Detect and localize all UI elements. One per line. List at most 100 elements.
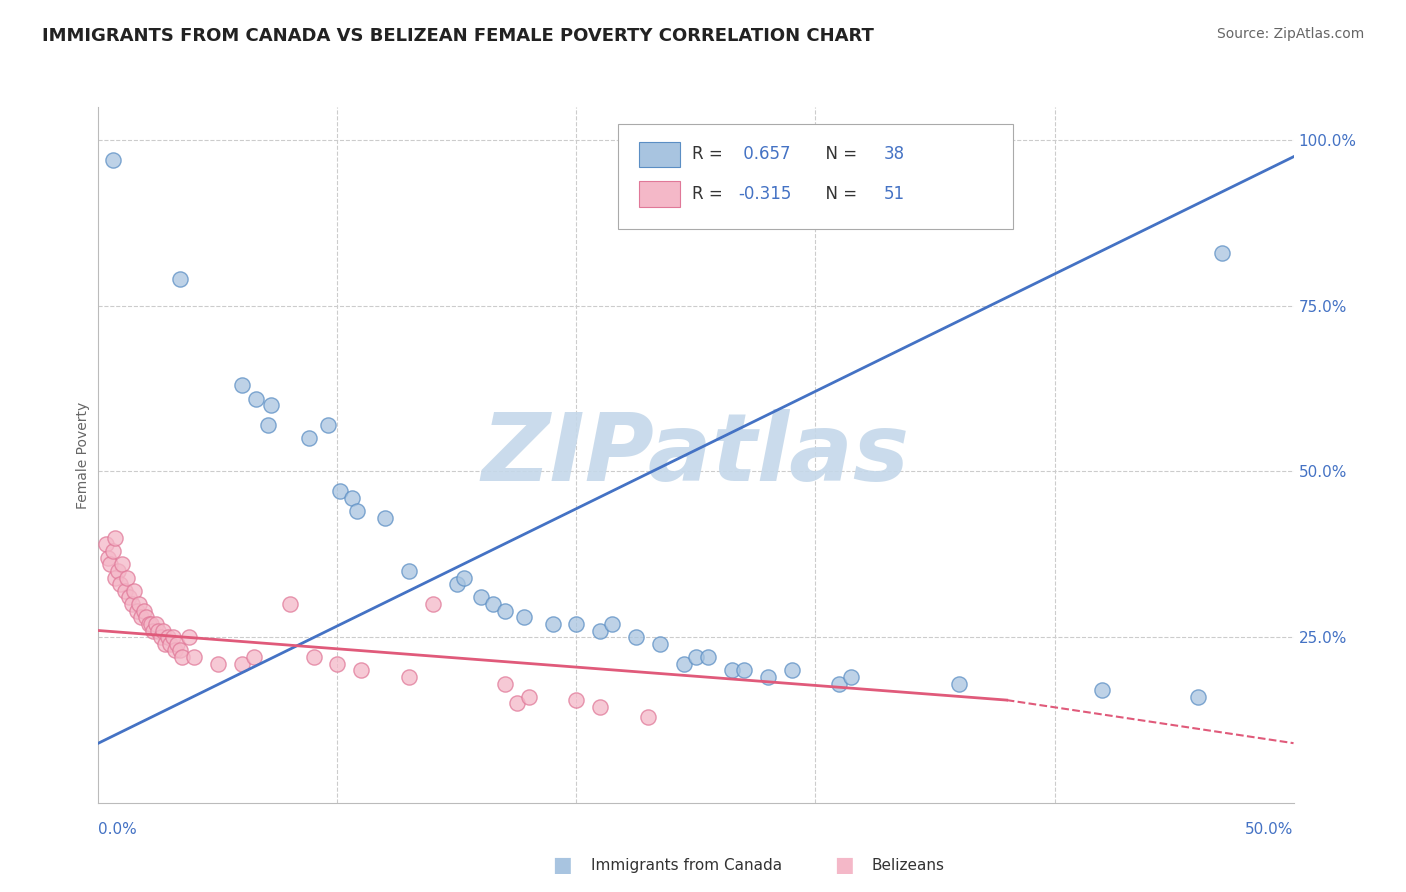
Point: [179, 630, 201, 644]
Point: [422, 597, 444, 611]
Text: 51: 51: [883, 185, 904, 203]
Y-axis label: Female Poverty: Female Poverty: [76, 401, 90, 508]
Point: [94, 537, 117, 551]
Text: R =: R =: [692, 185, 728, 203]
Point: [494, 676, 516, 690]
Point: [162, 630, 184, 644]
FancyBboxPatch shape: [619, 124, 1012, 229]
Point: [163, 643, 186, 657]
Point: [231, 657, 253, 671]
Point: [108, 577, 131, 591]
Text: Belizeans: Belizeans: [872, 858, 945, 872]
Point: [828, 676, 851, 690]
Point: [131, 610, 153, 624]
Text: Source: ZipAtlas.com: Source: ZipAtlas.com: [1216, 27, 1364, 41]
Point: [350, 663, 373, 677]
Point: [107, 564, 129, 578]
Point: [142, 624, 165, 638]
Point: [756, 670, 779, 684]
Point: [166, 637, 188, 651]
Point: [685, 650, 707, 665]
Point: [298, 431, 321, 445]
Point: [374, 511, 396, 525]
Text: ■: ■: [834, 855, 853, 875]
Point: [121, 597, 143, 611]
Point: [513, 610, 536, 624]
Point: [124, 583, 146, 598]
Point: [156, 630, 179, 644]
Point: [565, 616, 588, 631]
Point: [721, 663, 744, 677]
Point: [115, 570, 138, 584]
Point: [152, 624, 174, 638]
Point: [326, 657, 349, 671]
Point: [259, 398, 281, 412]
Point: [446, 577, 468, 591]
Point: [733, 663, 755, 677]
Point: [145, 616, 167, 631]
Point: [1211, 245, 1233, 260]
Point: [104, 570, 127, 584]
Point: [648, 637, 672, 651]
Point: [673, 657, 696, 671]
Point: [128, 597, 150, 611]
Point: [101, 544, 124, 558]
Point: [138, 616, 160, 631]
Point: [169, 643, 191, 657]
Point: [159, 637, 181, 651]
Text: -0.315: -0.315: [738, 185, 792, 203]
Point: [398, 670, 420, 684]
Point: [1091, 683, 1114, 698]
Point: [257, 418, 280, 433]
Point: [517, 690, 540, 704]
Point: [565, 693, 588, 707]
Point: [132, 604, 155, 618]
Point: [111, 558, 134, 572]
Text: 50.0%: 50.0%: [1246, 822, 1294, 837]
Point: [139, 616, 162, 631]
Point: [172, 650, 194, 665]
Point: [114, 583, 136, 598]
Point: [207, 657, 229, 671]
Point: [948, 676, 970, 690]
Point: [97, 550, 120, 565]
Text: ■: ■: [553, 855, 572, 875]
Point: [481, 597, 505, 611]
Text: 38: 38: [883, 145, 904, 163]
Text: IMMIGRANTS FROM CANADA VS BELIZEAN FEMALE POVERTY CORRELATION CHART: IMMIGRANTS FROM CANADA VS BELIZEAN FEMAL…: [42, 27, 875, 45]
Point: [1187, 690, 1209, 704]
Text: N =: N =: [815, 185, 863, 203]
Point: [101, 153, 124, 167]
FancyBboxPatch shape: [638, 181, 681, 207]
Point: [135, 610, 157, 624]
Point: [125, 604, 148, 618]
Point: [169, 272, 191, 286]
Point: [329, 484, 352, 499]
Point: [183, 650, 205, 665]
Text: Immigrants from Canada: Immigrants from Canada: [591, 858, 782, 872]
Point: [589, 699, 612, 714]
Point: [637, 709, 659, 723]
Point: [541, 616, 564, 631]
Point: [697, 650, 720, 665]
Point: [494, 604, 516, 618]
Point: [98, 558, 122, 572]
Point: [602, 616, 624, 631]
Point: [340, 491, 363, 505]
Point: [245, 392, 267, 406]
Point: [626, 630, 648, 644]
Text: 0.657: 0.657: [738, 145, 790, 163]
FancyBboxPatch shape: [638, 142, 681, 167]
Point: [453, 570, 475, 584]
Point: [149, 630, 172, 644]
Point: [398, 564, 420, 578]
Point: [780, 663, 803, 677]
Point: [118, 591, 141, 605]
Point: [346, 504, 368, 518]
Point: [155, 637, 177, 651]
Point: [148, 624, 170, 638]
Point: [506, 697, 529, 711]
Text: R =: R =: [692, 145, 728, 163]
Point: [841, 670, 863, 684]
Text: 0.0%: 0.0%: [98, 822, 138, 837]
